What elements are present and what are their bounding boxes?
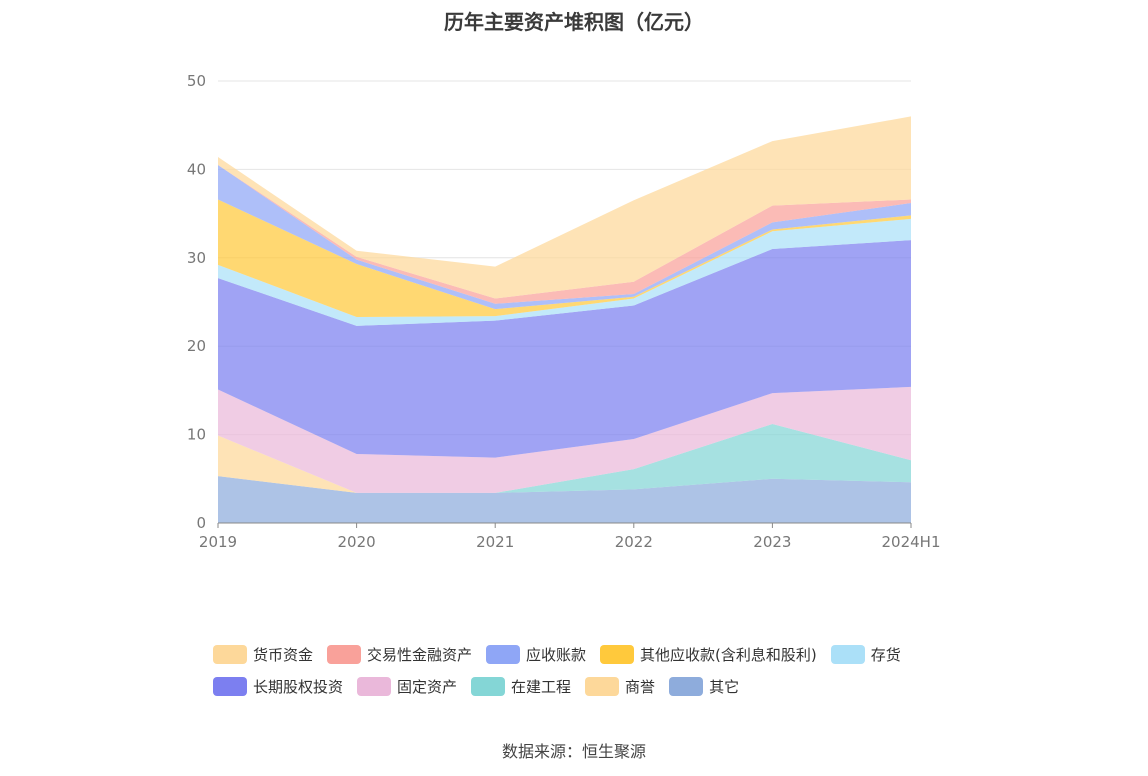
legend-item[interactable]: 货币资金 bbox=[213, 644, 313, 665]
chart-title: 历年主要资产堆积图（亿元） bbox=[444, 10, 704, 34]
y-tick-label: 20 bbox=[187, 337, 206, 355]
legend: 货币资金 交易性金融资产 应收账款 其他应收款(含利息和股利) 存货 长期股权投资 固定资… bbox=[213, 638, 915, 702]
legend-swatch bbox=[327, 644, 362, 664]
legend-label: 长期股权投资 bbox=[253, 677, 344, 696]
area-交易性金融资产 bbox=[218, 165, 911, 304]
area-固定资产 bbox=[218, 386, 911, 493]
legend-label: 货币资金 bbox=[253, 645, 314, 664]
legend-label: 其他应收款(含利息和股利) bbox=[640, 645, 817, 664]
y-tick-label: 50 bbox=[187, 72, 206, 90]
y-tick-label: 0 bbox=[196, 514, 206, 532]
area-货币资金 bbox=[218, 116, 911, 299]
y-tick-label: 40 bbox=[187, 160, 206, 178]
legend-label: 在建工程 bbox=[511, 677, 572, 696]
legend-label: 其它 bbox=[709, 677, 740, 696]
legend-swatch bbox=[213, 644, 247, 664]
legend-item[interactable]: 商誉 bbox=[585, 676, 655, 697]
legend-swatch bbox=[669, 676, 704, 696]
x-tick-label: 2023 bbox=[753, 533, 791, 551]
legend-label: 商誉 bbox=[625, 677, 656, 696]
x-tick-label: 2021 bbox=[476, 533, 514, 551]
legend-item[interactable]: 固定资产 bbox=[357, 676, 457, 697]
legend-swatch bbox=[486, 644, 521, 664]
legend-label: 应收账款 bbox=[526, 645, 587, 664]
area-长期股权投资 bbox=[218, 240, 911, 458]
area-其他应收款(含利息和股利) bbox=[218, 199, 911, 317]
legend-item[interactable]: 其他应收款(含利息和股利) bbox=[600, 644, 817, 665]
legend-swatch bbox=[585, 676, 620, 696]
area-应收账款 bbox=[218, 165, 911, 310]
legend-item[interactable]: 交易性金融资产 bbox=[327, 644, 472, 665]
legend-swatch bbox=[357, 676, 392, 696]
legend-label: 固定资产 bbox=[397, 677, 458, 696]
x-tick-label: 2024H1 bbox=[882, 533, 941, 551]
legend-label: 存货 bbox=[870, 645, 901, 664]
legend-label: 交易性金融资产 bbox=[367, 645, 473, 664]
legend-swatch bbox=[213, 676, 247, 696]
legend-row: 货币资金 交易性金融资产 应收账款 其他应收款(含利息和股利) 存货 bbox=[213, 638, 915, 670]
legend-item[interactable]: 应收账款 bbox=[486, 644, 586, 665]
x-tick-label: 2020 bbox=[338, 533, 376, 551]
area-其它 bbox=[218, 476, 911, 523]
axes: 0 10 20 30 40 50 2019 2020 2021 2022 2023 2024H1 bbox=[187, 72, 941, 551]
legend-swatch bbox=[471, 676, 506, 696]
area-存货 bbox=[218, 218, 911, 326]
source-note: 数据来源：恒生聚源 bbox=[501, 742, 646, 761]
x-tick-label: 2022 bbox=[615, 533, 653, 551]
y-tick-label: 10 bbox=[187, 426, 206, 444]
area-series bbox=[218, 116, 911, 523]
area-在建工程 bbox=[218, 424, 911, 493]
legend-item[interactable]: 其它 bbox=[669, 676, 739, 697]
legend-item[interactable]: 存货 bbox=[830, 644, 901, 665]
legend-item[interactable]: 在建工程 bbox=[471, 676, 571, 697]
legend-swatch bbox=[830, 644, 865, 664]
legend-item[interactable]: 长期股权投资 bbox=[213, 676, 343, 697]
legend-row: 长期股权投资 固定资产 在建工程 商誉 其它 bbox=[213, 670, 915, 702]
y-tick-label: 30 bbox=[187, 249, 206, 267]
x-tick-label: 2019 bbox=[199, 533, 237, 551]
legend-swatch bbox=[600, 644, 635, 664]
